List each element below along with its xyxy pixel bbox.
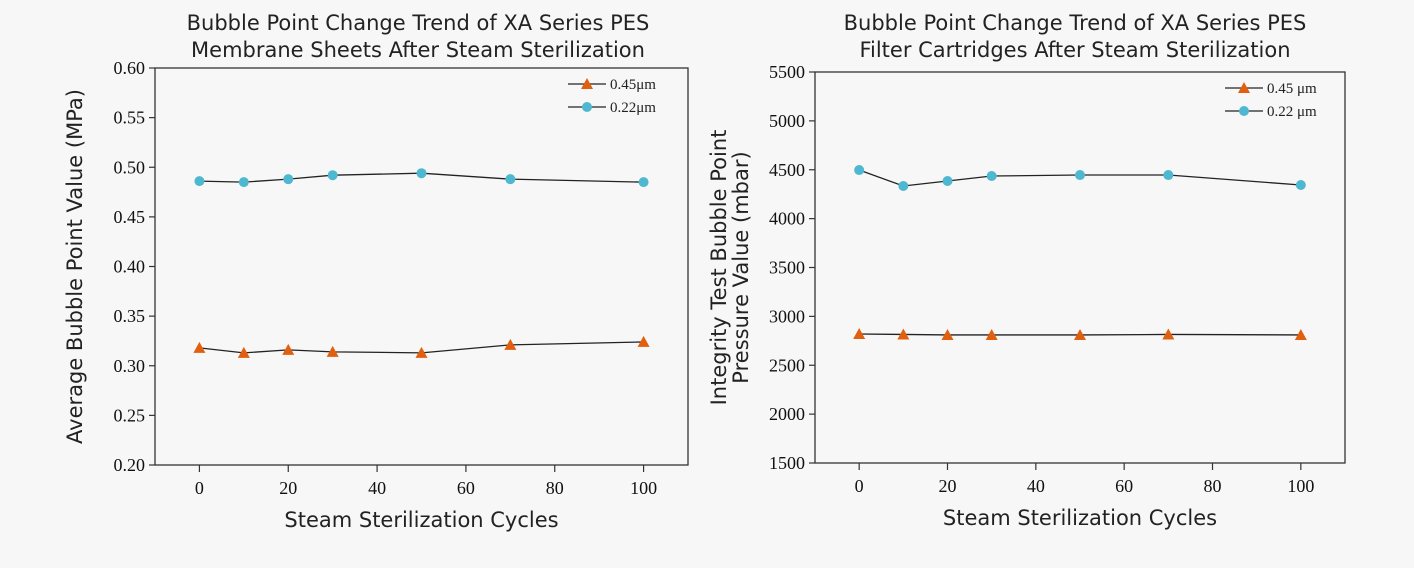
y-tick-label: 2500 [769, 355, 805, 375]
data-point-circle [416, 168, 427, 179]
y-tick-label: 4000 [769, 209, 805, 229]
y-tick-label: 4500 [769, 160, 805, 180]
chart-title: Filter Cartridges After Steam Sterilizat… [859, 38, 1290, 62]
x-tick-label: 40 [1027, 476, 1045, 496]
data-point-circle [1075, 170, 1085, 181]
y-tick-label: 0.40 [114, 257, 146, 277]
x-tick-label: 20 [279, 478, 297, 498]
legend-label: 0.22 μm [1267, 104, 1317, 120]
chart-title: Membrane Sheets After Steam Sterilizatio… [191, 38, 645, 62]
data-point-circle [942, 175, 953, 186]
data-point-circle [238, 177, 249, 188]
x-tick-label: 20 [939, 476, 957, 496]
plot-frame [814, 71, 1346, 464]
data-point-triangle [853, 327, 866, 339]
data-point-circle [194, 176, 205, 187]
data-point-circle [1163, 170, 1174, 181]
data-point-circle [986, 171, 997, 182]
y-tick-label: 1500 [769, 453, 805, 473]
y-tick-label: 0.35 [114, 306, 146, 326]
x-tick-label: 0 [855, 476, 864, 496]
series-1: 0.45μm [193, 77, 656, 358]
x-tick-label: 80 [546, 478, 564, 498]
data-point-circle [1295, 179, 1306, 190]
chart-1: Bubble Point Change Trend of XA Series P… [63, 11, 689, 532]
legend-circle-icon [1239, 106, 1249, 116]
series-2: 0.22 μm [854, 104, 1317, 191]
data-point-triangle [897, 328, 910, 340]
y-tick-label: 0.25 [114, 405, 146, 425]
x-tick-label: 100 [1287, 476, 1314, 496]
data-point-circle [638, 177, 649, 188]
data-point-triangle [415, 346, 428, 358]
data-point-circle [505, 174, 516, 185]
y-tick-label: 0.45 [114, 207, 146, 227]
chart-title: Bubble Point Change Trend of XA Series P… [187, 11, 650, 35]
data-point-triangle [985, 328, 998, 340]
x-tick-label: 0 [195, 478, 204, 498]
data-point-triangle [1162, 328, 1175, 340]
data-point-triangle [1074, 328, 1086, 340]
data-point-circle [283, 174, 294, 185]
legend-label: 0.22μm [610, 100, 656, 116]
data-point-triangle [282, 343, 295, 355]
y-tick-label: 0.50 [114, 157, 146, 177]
y-axis-title: Pressure Value (mbar) [729, 151, 753, 383]
chart-title: Bubble Point Change Trend of XA Series P… [844, 11, 1307, 35]
data-point-triangle [1294, 328, 1307, 340]
data-point-triangle [637, 335, 650, 347]
legend-label: 0.45μm [610, 77, 656, 93]
x-tick-label: 60 [457, 478, 475, 498]
data-point-circle [898, 180, 909, 191]
x-axis-title: Steam Sterilization Cycles [284, 508, 558, 532]
y-tick-label: 0.55 [114, 108, 146, 128]
x-tick-label: 60 [1115, 476, 1133, 496]
y-tick-label: 5000 [769, 111, 805, 131]
chart-2: Bubble Point Change Trend of XA Series P… [707, 11, 1346, 530]
data-point-triangle [193, 341, 206, 353]
data-point-circle [327, 170, 338, 181]
y-tick-label: 3500 [769, 258, 805, 278]
y-tick-label: 0.30 [114, 356, 146, 376]
plot-frame [154, 67, 689, 466]
legend-triangle-icon [581, 78, 593, 89]
y-axis-title: Integrity Test Bubble Point [707, 130, 731, 406]
legend-label: 0.45 μm [1267, 81, 1317, 97]
legend-circle-icon [582, 102, 592, 112]
data-point-triangle [326, 345, 339, 357]
y-tick-label: 0.20 [114, 455, 146, 475]
x-axis-title: Steam Sterilization Cycles [943, 506, 1217, 530]
y-tick-label: 0.60 [114, 58, 146, 78]
y-tick-label: 5500 [769, 62, 805, 82]
y-axis-title: Average Bubble Point Value (MPa) [63, 89, 87, 444]
data-point-triangle [504, 338, 517, 350]
series-1: 0.45 μm [853, 81, 1317, 340]
legend-triangle-icon [1238, 82, 1250, 93]
x-tick-label: 100 [630, 478, 657, 498]
y-tick-label: 2000 [769, 404, 805, 424]
x-tick-label: 80 [1204, 476, 1222, 496]
data-point-circle [854, 165, 865, 176]
x-tick-label: 40 [368, 478, 386, 498]
y-tick-label: 3000 [769, 306, 805, 326]
data-point-triangle [237, 346, 250, 358]
series-2: 0.22μm [194, 100, 656, 188]
data-point-triangle [941, 328, 954, 340]
